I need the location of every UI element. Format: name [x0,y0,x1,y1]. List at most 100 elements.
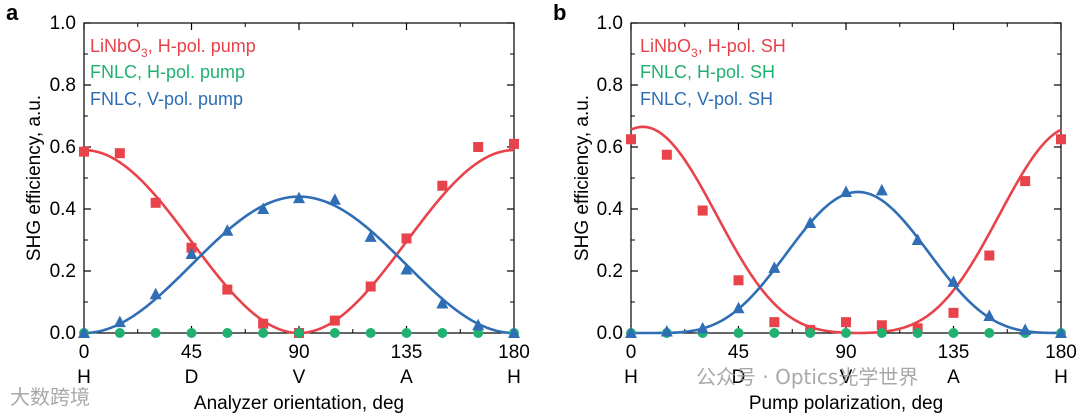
y-tick-label: 0.8 [50,75,76,96]
data-point-circle [948,328,959,338]
y-tick-label: 0.2 [597,261,623,282]
data-point-triangle [149,287,162,300]
x-tick-polarization-letter: H [624,367,638,388]
data-point-square [1020,176,1031,187]
y-tick-label: 0.8 [597,75,623,96]
panel-b-data-points [625,134,1067,338]
data-point-triangle [221,224,234,236]
data-point-circle [805,328,816,338]
x-tick-polarization-letter: V [840,367,853,388]
data-point-circle [437,328,448,338]
panel-b-legend: LiNbO3, H-pol. SH FNLC, H-pol. SH FNLC, … [640,36,786,109]
data-point-triangle [660,324,673,337]
panel-b-x-axis: 0 H 45 D 90 V 135 A 180 H [624,23,1077,388]
data-point-triangle [625,326,637,338]
x-tick-polarization-letter: V [293,367,306,388]
y-tick-label: 0.4 [597,199,624,220]
data-point-square [769,317,780,328]
panel-a-legend-item-green: FNLC, H-pol. pump [90,62,245,82]
fit-curve-blue [630,190,1062,335]
x-tick-polarization-letter: D [185,367,199,388]
data-point-square [626,134,636,145]
data-point-circle [222,328,233,338]
data-point-circle [258,328,269,338]
data-point-circle [329,328,340,338]
data-point-circle [365,328,376,338]
data-point-square [150,197,161,208]
data-point-circle [841,328,851,338]
data-point-square [437,180,448,191]
data-point-circle [769,328,780,338]
data-point-triangle [436,297,449,309]
data-point-triangle [78,326,90,338]
data-point-square [841,317,851,328]
panel-a-chart: 0.0 0.2 0.4 0.6 0.8 1.0 0 H 45 D 90 V 135 A 180 H LiNb… [24,13,530,414]
data-point-square [1056,134,1066,145]
data-point-triangle [257,202,270,214]
data-point-triangle [875,183,888,196]
data-point-square [401,233,412,244]
data-point-triangle [113,315,126,328]
data-point-triangle [364,230,377,242]
panel-a-x-axis: 0 H 45 D 90 V 135 A 180 H [77,23,530,388]
panel-a-y-axis: 0.0 0.2 0.4 0.6 0.8 1.0 [50,13,514,344]
data-point-triangle [804,216,817,228]
data-point-triangle [732,301,745,314]
data-point-circle [114,328,125,338]
panel-b-chart: 0.0 0.2 0.4 0.6 0.8 1.0 0 H 45 D 90 V 135 A 180 H LiNb… [572,13,1077,414]
data-point-triangle [983,309,996,321]
x-tick-polarization-letter: H [507,367,521,388]
x-tick-label: 45 [728,342,749,363]
x-tick-label: 180 [498,342,530,363]
x-tick-label: 0 [626,342,637,363]
panel-letter-b: b [553,0,566,25]
x-tick-label: 45 [181,342,202,363]
panel-b-y-axis-title: SHG efficiency, a.u. [572,95,593,261]
y-tick-label: 0.0 [597,323,623,344]
data-point-circle [150,328,161,338]
panel-a-legend-item-blue: FNLC, V-pol. pump [90,89,243,109]
data-point-square [733,275,744,286]
data-point-square [473,142,484,152]
data-point-triangle [696,321,709,334]
watermark-left: 大数跨境 [10,385,90,409]
panel-b-legend-item-blue: FNLC, V-pol. SH [640,89,773,109]
data-point-square [661,149,672,160]
data-point-circle [294,328,304,338]
x-tick-label: 135 [938,342,970,363]
data-point-square [222,284,233,295]
data-point-triangle [472,318,485,331]
y-tick-label: 0.4 [50,199,77,220]
panel-a-data-points [78,138,520,338]
panel-b-x-axis-title: Pump polarization, deg [749,393,943,414]
y-tick-label: 0.2 [50,261,76,282]
panel-a-y-axis-title: SHG efficiency, a.u. [24,95,45,261]
data-point-square [509,138,519,149]
y-tick-label: 0.6 [597,137,623,158]
panel-b-y-axis: 0.0 0.2 0.4 0.6 0.8 1.0 [597,13,1061,344]
x-tick-label: 180 [1045,342,1077,363]
data-point-triangle [400,262,413,275]
panel-b-fit-curves [630,125,1062,335]
data-point-circle [876,328,887,338]
y-tick-label: 1.0 [597,13,623,34]
x-tick-label: 0 [79,342,90,363]
data-point-triangle [328,193,341,205]
x-tick-label: 135 [391,342,423,363]
data-point-square [79,146,89,157]
data-point-square [114,148,125,159]
data-point-circle [984,328,995,338]
panel-b-legend-item-green: FNLC, H-pol. SH [640,62,775,82]
x-tick-label: 90 [288,342,309,363]
x-tick-polarization-letter: H [77,367,91,388]
y-tick-label: 1.0 [50,13,76,34]
x-tick-label: 90 [835,342,856,363]
data-point-square [697,205,708,216]
data-point-square [329,315,340,326]
data-point-circle [186,328,197,338]
data-point-square [258,318,269,329]
data-point-circle [473,328,484,338]
panel-a-legend-item-red: LiNbO3, H-pol. pump [90,36,256,60]
data-point-triangle [768,261,781,273]
x-tick-polarization-letter: A [400,367,413,388]
